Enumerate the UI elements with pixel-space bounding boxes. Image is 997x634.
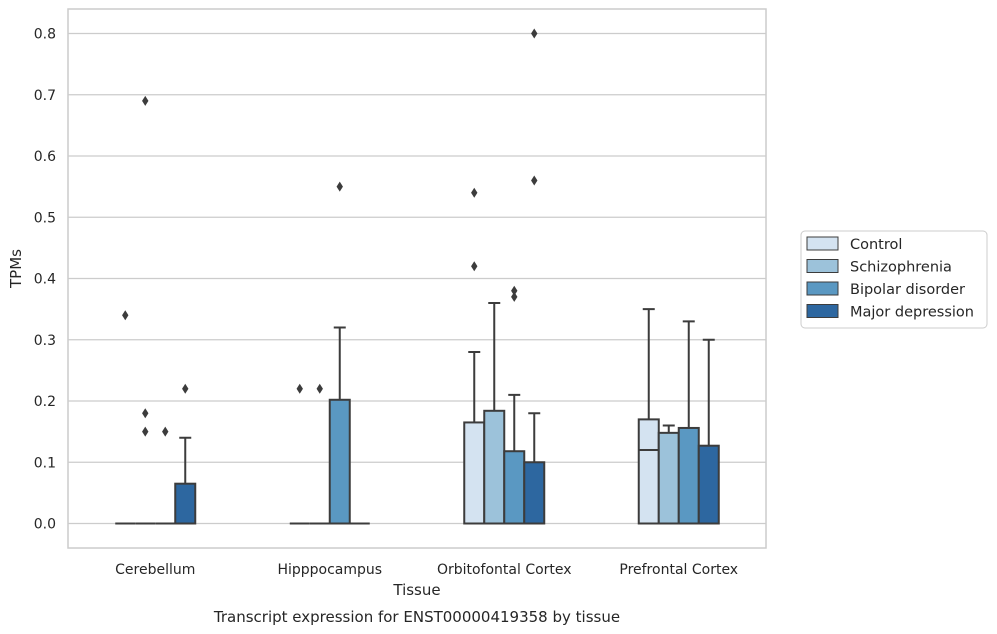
outlier-point [122,310,129,321]
outlier-point [316,383,323,394]
outlier-point [336,181,343,192]
box-group [174,383,197,525]
box [483,409,506,525]
x-tick-label: Cerebellum [115,562,195,578]
y-tick-label: 0.0 [34,517,56,533]
outlier-point [142,408,149,419]
x-tick-label: Orbitofontal Cortex [437,562,572,578]
y-tick-label: 0.2 [34,394,56,410]
legend-item: Major depression [806,304,974,321]
outlier-point [511,285,518,296]
y-tick-label: 0.1 [34,455,56,471]
legend-item: Control [806,236,902,253]
plot-frame [67,8,767,549]
outlier-point [296,383,303,394]
legend-frame [800,230,988,329]
outlier-point [162,426,169,437]
outlier-point [511,291,518,302]
y-tick-labels: 0.0 0.1 0.2 0.3 0.4 0.5 0.6 0.7 0.8 [34,27,56,533]
legend-item: Bipolar disorder [806,281,965,298]
y-tick-label: 0.3 [34,333,56,349]
box-plots [115,28,720,525]
box [328,398,351,525]
box-group [309,383,330,525]
box [174,482,197,525]
legend-item: Schizophrenia [806,259,952,276]
legend-label: Control [850,237,902,253]
box [657,431,680,525]
legend-swatch [806,281,839,296]
outlier-point [471,261,478,272]
x-tick-label: Hipppocampus [277,562,382,578]
outlier-point [142,95,149,106]
y-tick-label: 0.6 [34,149,56,165]
outlier-point [182,383,189,394]
legend-label: Major depression [850,305,974,321]
box [677,426,700,525]
box-group [523,28,546,525]
legend-swatch [806,304,839,318]
box [637,418,660,525]
y-tick-label: 0.7 [34,88,56,104]
outlier-point [142,426,149,437]
box-group [677,320,700,525]
y-tick-label: 0.5 [34,210,56,226]
box [697,444,720,525]
legend-swatch [806,259,839,273]
x-tick-labels: Cerebellum Hipppocampus Orbitofontal Corte… [115,562,738,578]
y-tick-label: 0.4 [34,272,56,288]
box-group [289,383,310,525]
box-group [155,426,176,525]
box-group [135,95,156,525]
x-axis-title: Tissue [392,581,440,599]
chart-caption: Transcript expression for ENST0000041935… [213,608,620,626]
box-group [657,424,680,525]
y-axis-title: TPMs [7,249,25,289]
box-group [697,338,720,525]
x-tick-label: Prefrontal Cortex [619,562,738,578]
y-tick-label: 0.8 [34,27,56,43]
box-group [115,310,136,525]
outlier-point [471,187,478,198]
box [523,461,546,525]
legend: Control Schizophrenia Bipolar disorder Majo… [800,230,988,329]
outlier-point [531,175,538,186]
outlier-point [531,28,538,39]
box [463,421,486,525]
box-group [637,308,660,525]
box [503,450,526,525]
legend-label: Bipolar disorder [850,282,965,298]
legend-swatch [806,236,839,251]
legend-label: Schizophrenia [850,260,952,276]
box-group [463,187,486,525]
box-group [328,181,351,525]
